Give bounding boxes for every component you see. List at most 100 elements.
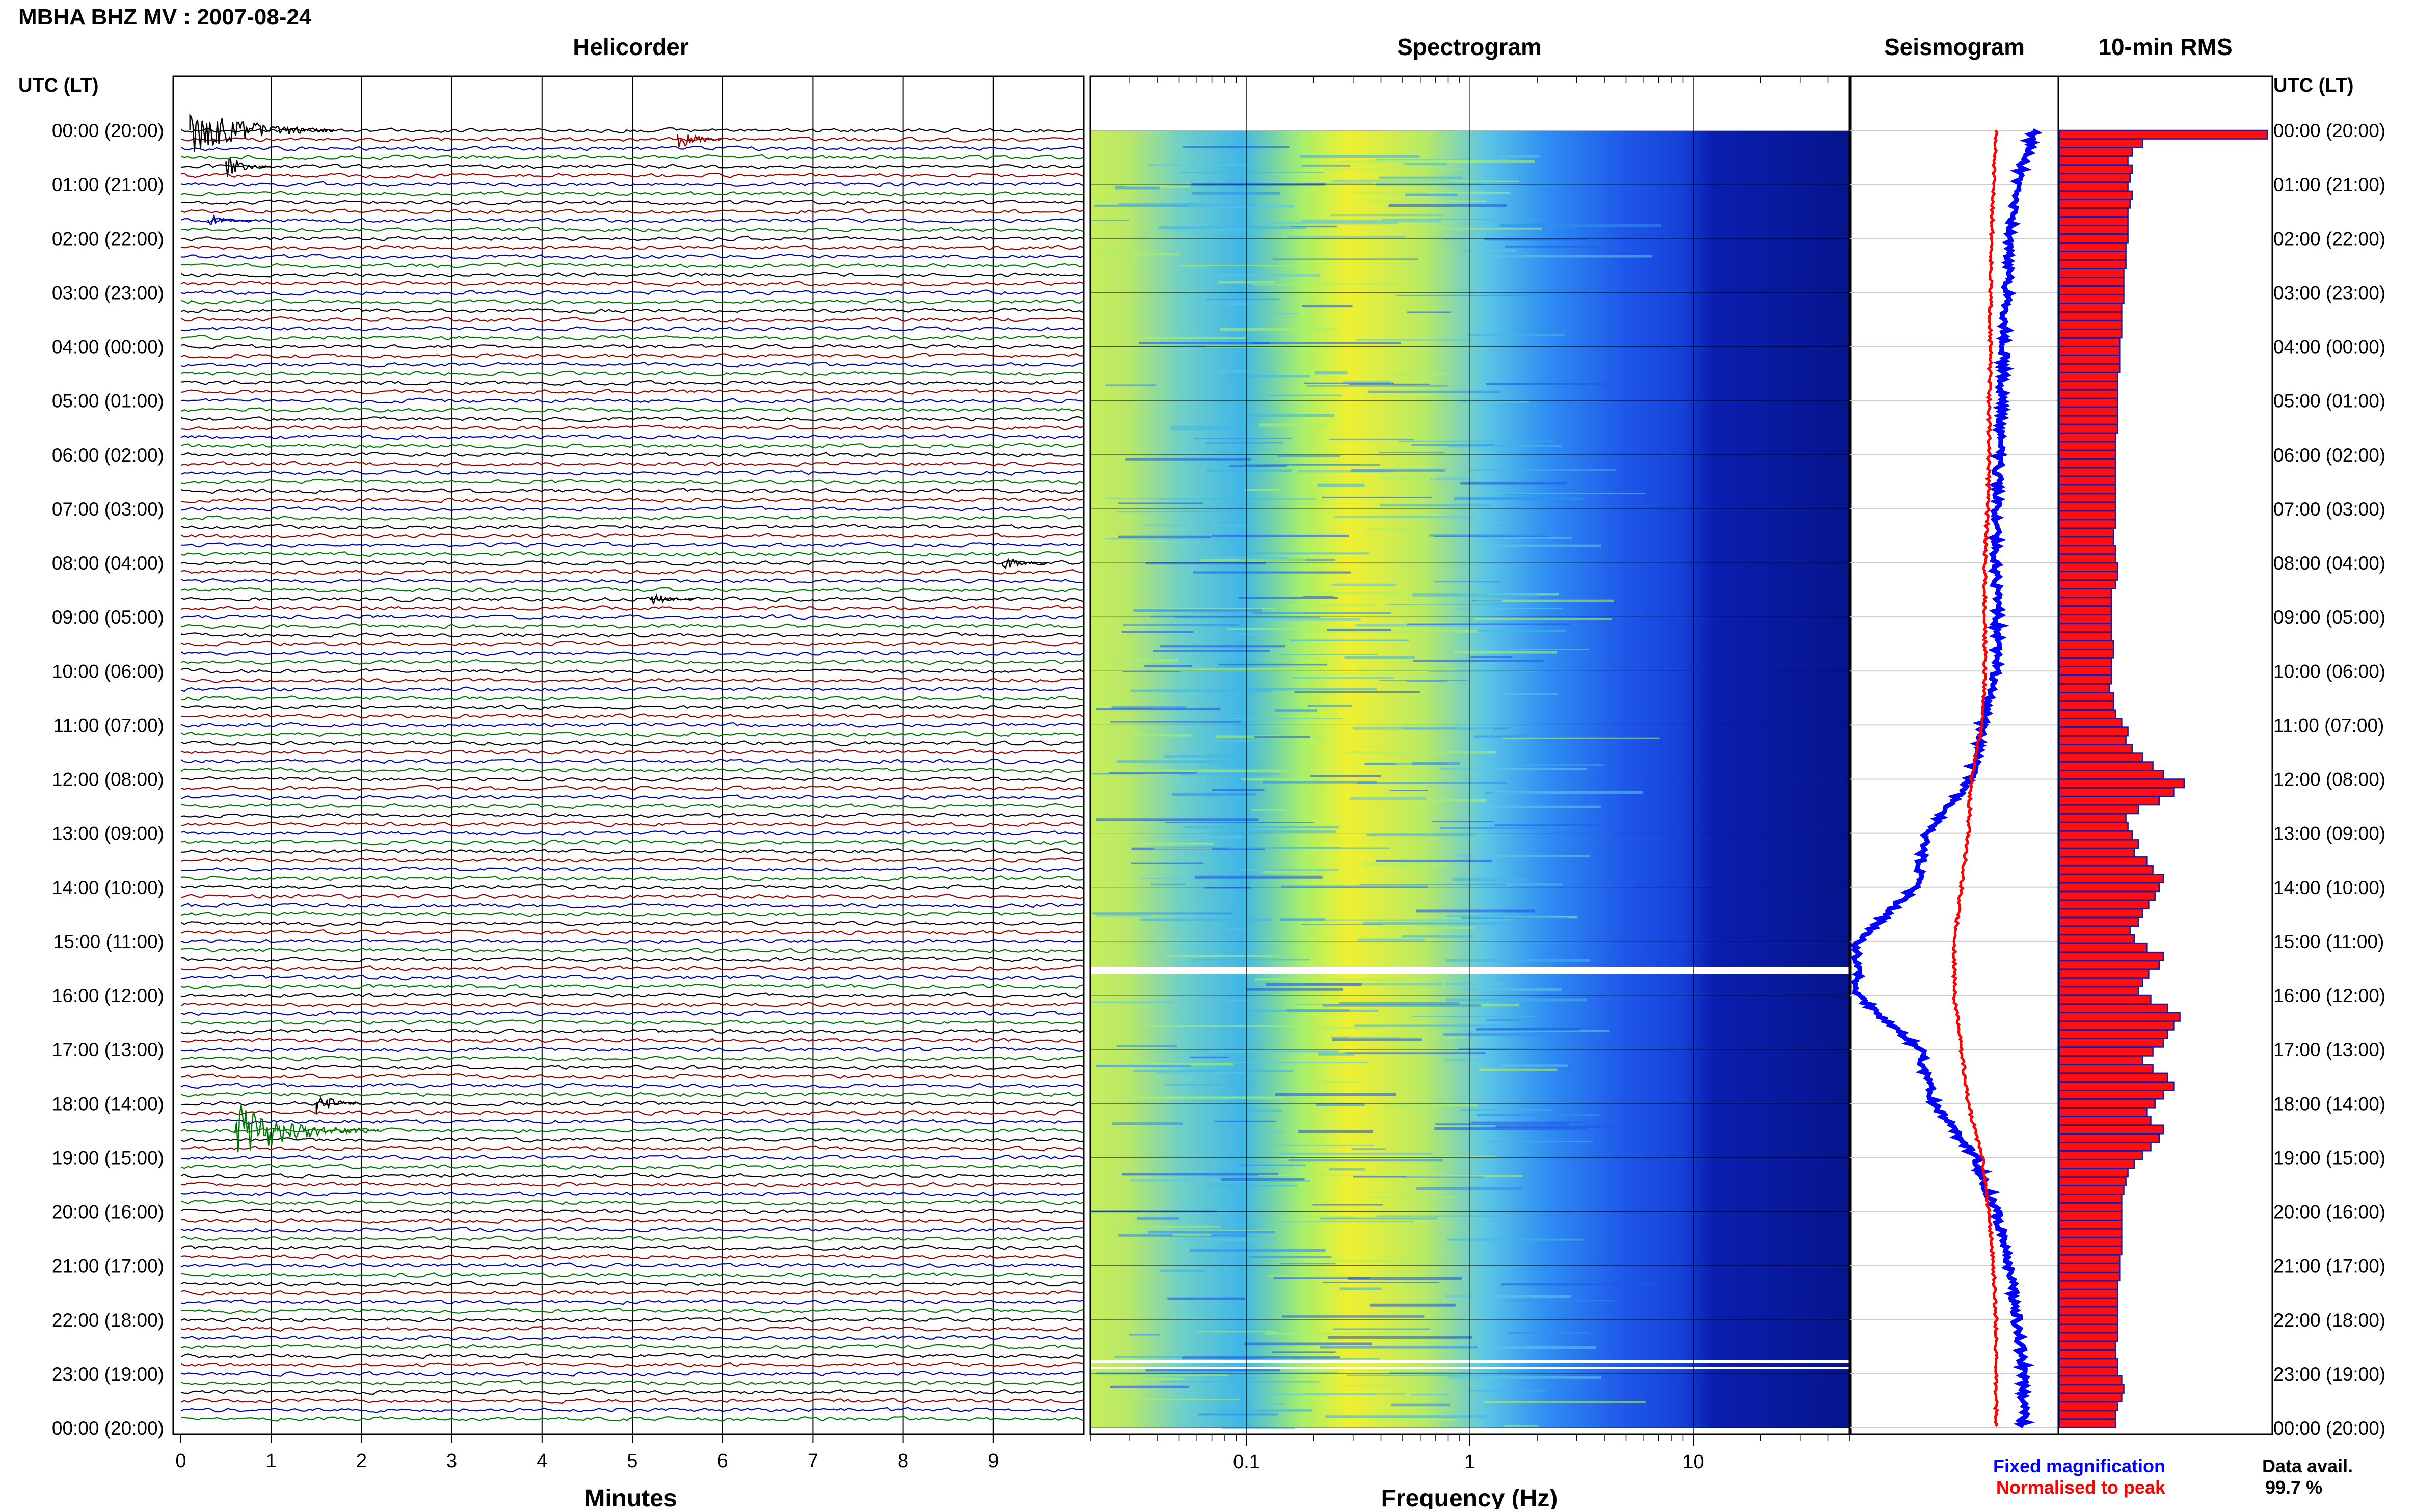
spectrogram-band (1344, 656, 1415, 659)
helicorder-event (677, 134, 722, 147)
spectrogram-band (1244, 489, 1281, 491)
spectrogram-band (1463, 988, 1562, 991)
spectrogram-band (1476, 599, 1614, 602)
time-label-left: 19:00 (15:00) (52, 1147, 164, 1168)
helicorder-trace (181, 1326, 1084, 1332)
rms-bar (2058, 1185, 2125, 1195)
spectrogram-band (1357, 782, 1507, 784)
spectrogram-band (1461, 917, 1570, 919)
helicorder-trace (181, 452, 1084, 457)
spectrogram-gridlines (1090, 76, 1849, 1434)
helicorder-event (207, 213, 253, 226)
spectrogram-band (1330, 214, 1443, 217)
rms-bar (2058, 433, 2116, 443)
spectrogram-band (1369, 1196, 1459, 1198)
helicorder-trace (181, 893, 1084, 899)
spectrogram-band (1488, 1141, 1594, 1142)
spectrogram-band (1304, 1260, 1433, 1262)
helicorder-trace (181, 623, 1083, 629)
spectrogram-band (1474, 735, 1528, 738)
spectrogram-band (1132, 1070, 1293, 1072)
time-label-left: 08:00 (04:00) (52, 553, 164, 574)
spectrogram-band (1171, 228, 1257, 230)
spectrogram-band (1092, 1001, 1175, 1004)
time-label-right: 18:00 (14:00) (2273, 1093, 2385, 1114)
spectrogram-band (1299, 1216, 1355, 1219)
spectrogram-band (1254, 618, 1361, 621)
spectrogram-band (1490, 791, 1643, 794)
spectrogram-band (1218, 663, 1327, 666)
helicorder-trace (181, 1056, 1084, 1062)
helicorder-trace (181, 1272, 1084, 1278)
spectrogram-band (1125, 184, 1169, 187)
rms-bar (2058, 683, 2110, 693)
helicorder-trace (181, 524, 1084, 530)
spectrogram-band (1268, 1180, 1310, 1182)
spectrogram-band (1194, 438, 1293, 439)
spectrogram-band (1454, 651, 1557, 654)
rms-bar (2058, 709, 2116, 719)
spectrogram-band (1477, 1114, 1599, 1117)
spectrogram-band (1137, 1217, 1179, 1220)
seismogram-gridlines (1850, 130, 2058, 1428)
helicorder-trace (181, 596, 1084, 602)
helicorder-trace (181, 1038, 1084, 1043)
helicorder-trace (181, 686, 1083, 692)
spectrogram-band (1110, 659, 1178, 662)
spectrogram-band (1160, 645, 1285, 648)
spectrogram-band (1405, 193, 1458, 196)
rms-bar (2058, 173, 2131, 183)
spectrogram-band (1171, 1205, 1205, 1207)
helicorder-trace (181, 1046, 1084, 1052)
spectrogram-band (1273, 258, 1419, 260)
spectrogram-band (1264, 1358, 1380, 1360)
helicorder-trace (181, 1028, 1084, 1035)
time-labels-right: 00:00 (20:00) 01:00 (21:00) 02:00 (22:00) 0… (2273, 120, 2385, 1439)
rms-bar (2058, 372, 2118, 382)
rms-bar (2058, 1133, 2160, 1143)
helicorder-trace (181, 1218, 1084, 1224)
rms-bar (2058, 1340, 2116, 1351)
rms-bars (2058, 129, 2268, 1428)
spectrogram-band (1443, 1033, 1561, 1036)
spectrogram-band (1249, 1256, 1332, 1258)
spectrogram-band (1506, 1300, 1615, 1302)
spectrogram-band (1447, 1238, 1584, 1241)
spectrogram-band (1374, 1419, 1456, 1421)
spectrogram-band (1396, 295, 1530, 296)
helicorder-trace (181, 469, 1084, 476)
spectrogram-band (1195, 875, 1323, 879)
helicorder-trace (181, 740, 1084, 747)
spectrogram-band (1495, 255, 1652, 258)
spectrogram-band (1142, 524, 1250, 526)
spectrogram-band (1239, 597, 1338, 599)
rms-bar (2058, 1410, 2116, 1420)
spectrogram-band (1281, 885, 1428, 888)
rms-bar (2058, 138, 2143, 148)
rms-bar (2058, 389, 2118, 399)
spectrogram-band (1145, 1369, 1281, 1372)
spectrogram-band (1350, 797, 1427, 800)
spectrogram-band (1220, 1061, 1369, 1064)
helicorder-trace (181, 262, 1084, 269)
helicorder-trace (181, 416, 1084, 422)
helicorder-trace (181, 956, 1084, 963)
helicorder-trace (181, 947, 1084, 954)
spectrogram-band (1132, 1063, 1233, 1066)
seismogram-frame (1849, 75, 2059, 1435)
spectrogram-band (1244, 1342, 1372, 1346)
spectrogram-band (1220, 328, 1337, 331)
time-label-left: 22:00 (18:00) (52, 1310, 164, 1331)
spectrogram-band (1222, 1427, 1295, 1430)
time-labels-left: 00:00 (20:00) 01:00 (21:00) 02:00 (22:00) 0… (52, 120, 164, 1439)
spectrogram-band (1348, 1277, 1462, 1280)
spectrogram-band (1375, 859, 1492, 862)
helicorder-trace (181, 587, 1084, 593)
rms-bar (2058, 1392, 2123, 1402)
spectrogram-band (1460, 1109, 1552, 1111)
spectrogram-band (1410, 1393, 1450, 1396)
spectrogram-band (1469, 522, 1504, 524)
spectrogram-band (1317, 483, 1365, 487)
spectrogram-band (1172, 1234, 1212, 1236)
spectrogram-band (1140, 877, 1218, 879)
